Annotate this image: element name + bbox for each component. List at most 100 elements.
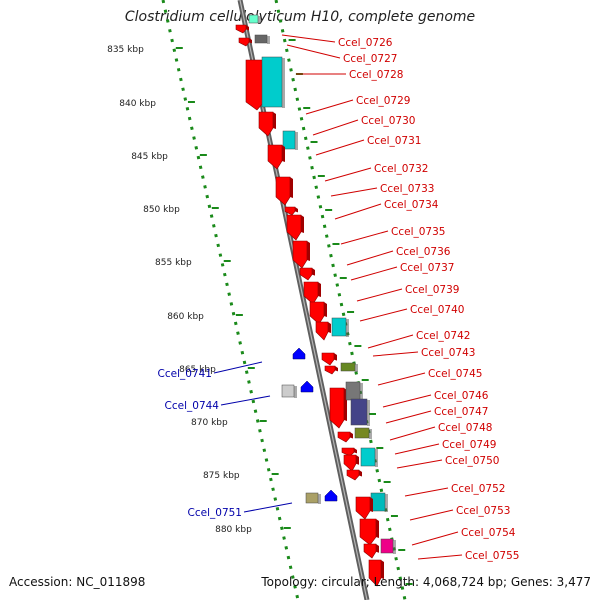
- label-leader-line: [377, 372, 426, 386]
- gene-label[interactable]: Ccel_0749: [442, 439, 496, 451]
- label-leader-line: [385, 410, 432, 424]
- gene-block[interactable]: [248, 14, 261, 24]
- label-leader-line: [396, 459, 443, 469]
- gene-label[interactable]: Ccel_0734: [384, 199, 439, 211]
- reverse-gene-arrow[interactable]: [324, 489, 338, 502]
- gene-arrow[interactable]: [368, 559, 384, 587]
- gene-block[interactable]: [360, 447, 378, 467]
- label-leader-line: [243, 502, 293, 513]
- gene-label[interactable]: Ccel_0737: [400, 262, 454, 274]
- label-leader-line: [334, 203, 382, 220]
- gene-block[interactable]: [340, 362, 358, 372]
- gene-label[interactable]: Ccel_0742: [416, 330, 470, 342]
- ruler-label: 855 kbp: [155, 258, 192, 268]
- gene-block[interactable]: [261, 56, 285, 108]
- gene-label[interactable]: Ccel_0727: [343, 53, 397, 65]
- gene-block[interactable]: [380, 538, 396, 554]
- gene-label[interactable]: Ccel_0736: [396, 246, 451, 258]
- gene-arrow[interactable]: [238, 37, 252, 47]
- label-leader-line: [417, 554, 463, 560]
- ruler-label: 840 kbp: [119, 99, 156, 109]
- gene-block[interactable]: [331, 317, 349, 337]
- ruler-label: 880 kbp: [215, 525, 252, 535]
- gene-label[interactable]: Ccel_0731: [367, 135, 421, 147]
- gene-label[interactable]: Ccel_0735: [391, 226, 445, 238]
- gene-arrow[interactable]: [324, 365, 338, 375]
- gene-label[interactable]: Ccel_0726: [338, 37, 393, 49]
- map-title: Clostridium cellulolyticum H10, complete…: [124, 9, 476, 25]
- gene-arrow[interactable]: [286, 214, 304, 241]
- gene-arrow[interactable]: [309, 301, 327, 325]
- label-leader-line: [330, 187, 378, 197]
- gene-arrow[interactable]: [355, 496, 373, 520]
- gene-arrow[interactable]: [303, 281, 321, 305]
- label-leader-line: [409, 509, 454, 521]
- gene-label[interactable]: Ccel_0752: [451, 483, 505, 495]
- ruler-label: 845 kbp: [131, 152, 168, 162]
- label-leader-line: [324, 167, 372, 182]
- gene-label[interactable]: Ccel_0755: [465, 550, 519, 562]
- gene-label[interactable]: Ccel_0747: [434, 406, 488, 418]
- label-leader-line: [382, 394, 432, 408]
- gene-label[interactable]: Ccel_0729: [356, 95, 410, 107]
- gene-arrow[interactable]: [284, 206, 298, 216]
- gene-label[interactable]: Ccel_0751: [188, 507, 242, 519]
- gene-block[interactable]: [345, 381, 363, 401]
- gene-label[interactable]: Ccel_0732: [374, 163, 428, 175]
- gene-label[interactable]: Ccel_0740: [410, 304, 464, 316]
- gene-label[interactable]: Ccel_0733: [380, 183, 434, 195]
- gene-arrow[interactable]: [321, 352, 337, 366]
- gene-label[interactable]: Ccel_0750: [445, 455, 499, 467]
- ruler-label: 835 kbp: [107, 45, 144, 55]
- label-leader-line: [359, 308, 408, 322]
- gene-arrow[interactable]: [235, 24, 249, 34]
- reverse-gene-arrow[interactable]: [292, 347, 306, 360]
- label-leader-line: [389, 426, 436, 441]
- gene-block[interactable]: [254, 34, 270, 44]
- label-leader-line: [346, 250, 394, 266]
- genome-summary-text: Topology: circular; Length: 4,068,724 bp…: [261, 575, 591, 589]
- gene-arrow[interactable]: [292, 240, 310, 269]
- gene-label[interactable]: Ccel_0741: [158, 368, 212, 380]
- gene-label[interactable]: Ccel_0746: [434, 390, 489, 402]
- gene-arrow[interactable]: [299, 267, 315, 281]
- gene-arrow[interactable]: [258, 111, 276, 137]
- gene-label[interactable]: Ccel_0748: [438, 422, 492, 434]
- label-leader-line: [367, 334, 414, 349]
- gene-label[interactable]: Ccel_0753: [456, 505, 510, 517]
- ruler-label: 875 kbp: [203, 471, 240, 481]
- gene-arrow[interactable]: [359, 518, 379, 546]
- gene-label[interactable]: Ccel_0754: [461, 527, 516, 539]
- gene-block[interactable]: [354, 427, 372, 439]
- reverse-gene-arrow[interactable]: [300, 380, 314, 393]
- label-leader-line: [404, 487, 449, 497]
- gene-block[interactable]: [282, 130, 298, 150]
- gene-arrow[interactable]: [341, 447, 357, 457]
- gene-block[interactable]: [350, 398, 370, 426]
- ruler-label: 870 kbp: [191, 418, 228, 428]
- gene-label[interactable]: Ccel_0728: [349, 69, 403, 81]
- gene-arrow[interactable]: [343, 454, 359, 472]
- gene-arrow[interactable]: [329, 387, 347, 429]
- label-leader-line: [281, 34, 336, 43]
- gene-arrow[interactable]: [346, 469, 362, 481]
- gene-label[interactable]: Ccel_0744: [165, 400, 220, 412]
- gene-label[interactable]: Ccel_0743: [421, 347, 475, 359]
- label-leader-line: [372, 351, 419, 357]
- label-leader-line: [394, 443, 440, 455]
- label-leader-line: [220, 395, 271, 406]
- label-leader-line: [213, 361, 263, 374]
- gene-arrow[interactable]: [267, 144, 285, 170]
- gene-label[interactable]: Ccel_0745: [428, 368, 482, 380]
- gene-block[interactable]: [281, 384, 297, 398]
- gene-block[interactable]: [305, 492, 321, 504]
- gene-label[interactable]: Ccel_0730: [361, 115, 415, 127]
- gene-block[interactable]: [370, 492, 388, 512]
- gene-arrow[interactable]: [337, 431, 353, 443]
- label-leader-line: [411, 531, 459, 546]
- gene-label[interactable]: Ccel_0739: [405, 284, 459, 296]
- gene-arrow[interactable]: [363, 543, 379, 559]
- gene-arrow[interactable]: [275, 176, 293, 206]
- gene-arrow[interactable]: [315, 321, 331, 341]
